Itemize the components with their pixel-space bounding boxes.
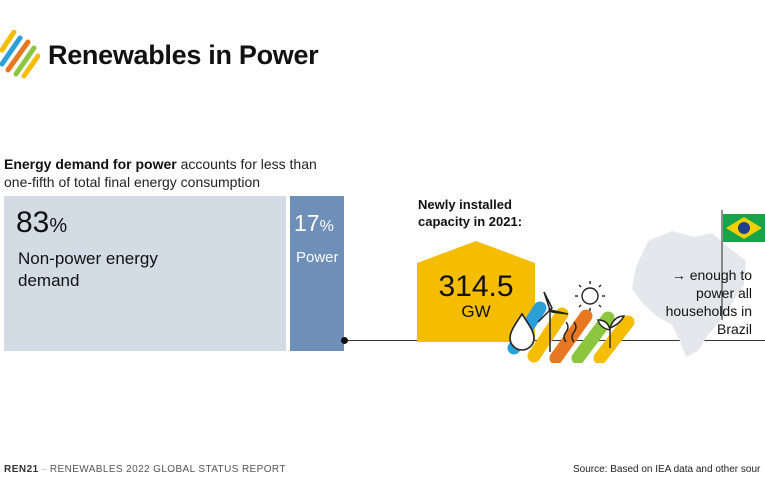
renewables-illustration — [507, 281, 635, 363]
capacity-unit: GW — [461, 302, 491, 321]
lead-rest: accounts for less than one-fifth of tota… — [4, 156, 317, 190]
nonpower-box: 83% Non-power energy demand — [4, 196, 286, 351]
nonpower-percent: 83% — [16, 206, 67, 240]
nonpower-label: Non-power energy demand — [18, 249, 158, 290]
capacity-heading: Newly installed capacity in 2021: — [418, 196, 546, 230]
sun-icon — [575, 281, 605, 311]
nonpower-value: 83 — [16, 206, 50, 239]
heat-waves-icon — [563, 321, 577, 343]
nonpower-unit: % — [49, 215, 68, 237]
house-icon — [417, 241, 535, 342]
plant-icon — [597, 315, 626, 348]
wind-turbine-icon — [537, 291, 569, 352]
brazil-comparison-text: → enough to power all households in Braz… — [665, 267, 752, 337]
capacity-heading-text: Newly installed capacity in 2021: — [418, 197, 523, 229]
ren21-stripes-logo — [0, 30, 40, 79]
page-title: Renewables in Power — [48, 40, 319, 70]
capacity-value: 314.5 — [438, 270, 514, 303]
power-percent: 17% — [294, 210, 334, 237]
lead-text: Energy demand for power accounts for les… — [4, 155, 334, 191]
water-drop-icon — [509, 312, 535, 351]
power-value: 17 — [294, 210, 320, 236]
power-label: Power — [296, 249, 339, 266]
footer-report: RENEWABLES 2022 GLOBAL STATUS REPORT — [49, 464, 286, 475]
lead-bold: Energy demand for power — [4, 156, 177, 172]
footer-ren21: REN21 — [4, 464, 39, 475]
footer-brand: REN21 – RENEWABLES 2022 GLOBAL STATUS RE… — [4, 464, 286, 475]
power-unit: % — [319, 218, 334, 235]
footer-source: Source: Based on IEA data and other sour — [573, 464, 761, 475]
timeline-dot — [341, 337, 348, 344]
timeline-line — [344, 340, 765, 341]
brazil-flag-icon — [721, 210, 765, 320]
power-box: 17% Power — [290, 196, 344, 351]
brazil-map-icon — [632, 231, 746, 357]
